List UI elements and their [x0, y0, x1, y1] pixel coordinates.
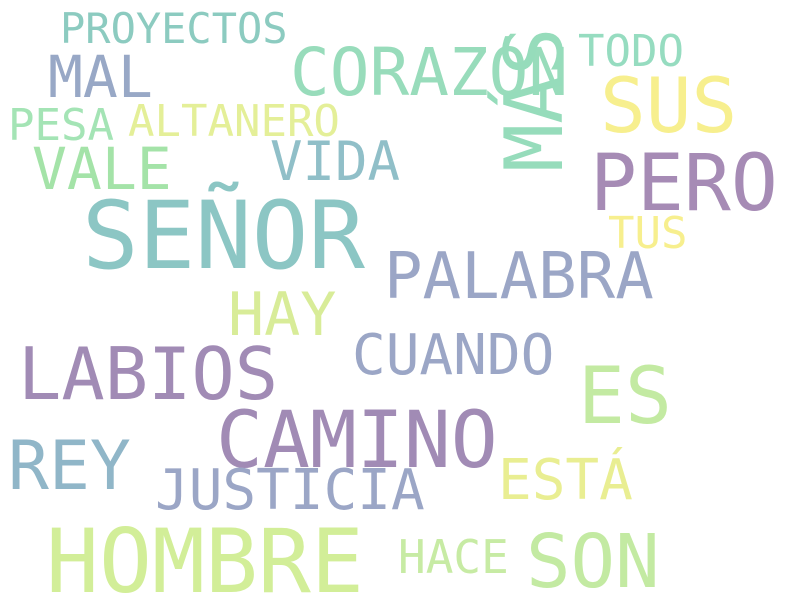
word-justicia: JUSTICIA — [155, 458, 425, 523]
word-pesa: PESA — [8, 100, 114, 151]
word-hace: HACE — [398, 530, 509, 584]
word-palabra: PALABRA — [384, 240, 654, 314]
word-tus: TUS — [608, 208, 688, 259]
word-hay: HAY — [228, 280, 337, 350]
word-camino: CAMINO — [216, 396, 498, 486]
word-rey: REY — [8, 427, 131, 506]
word-vale: VALE — [32, 135, 172, 203]
word-altanero: ALTANERO — [128, 96, 340, 147]
word-es: ES — [578, 352, 672, 442]
word-hombre: HOMBRE — [46, 510, 364, 613]
word-senor: SEÑOR — [82, 182, 365, 291]
word-labios: LABIOS — [18, 332, 279, 416]
word-todo: TODO — [578, 26, 684, 77]
word-cuando: CUANDO — [352, 323, 555, 388]
word-pero: PERO — [590, 139, 778, 229]
word-corazon: CORAZÓN — [290, 34, 569, 111]
word-mal: MAL — [48, 43, 153, 111]
word-son: SON — [526, 519, 660, 605]
word-sus: SUS — [600, 61, 738, 150]
word-esta: ESTÁ — [498, 448, 633, 513]
word-vida: VIDA — [270, 130, 401, 193]
word-proyectos: PROYECTOS — [60, 4, 288, 53]
word-mas: MÁS — [488, 27, 581, 173]
